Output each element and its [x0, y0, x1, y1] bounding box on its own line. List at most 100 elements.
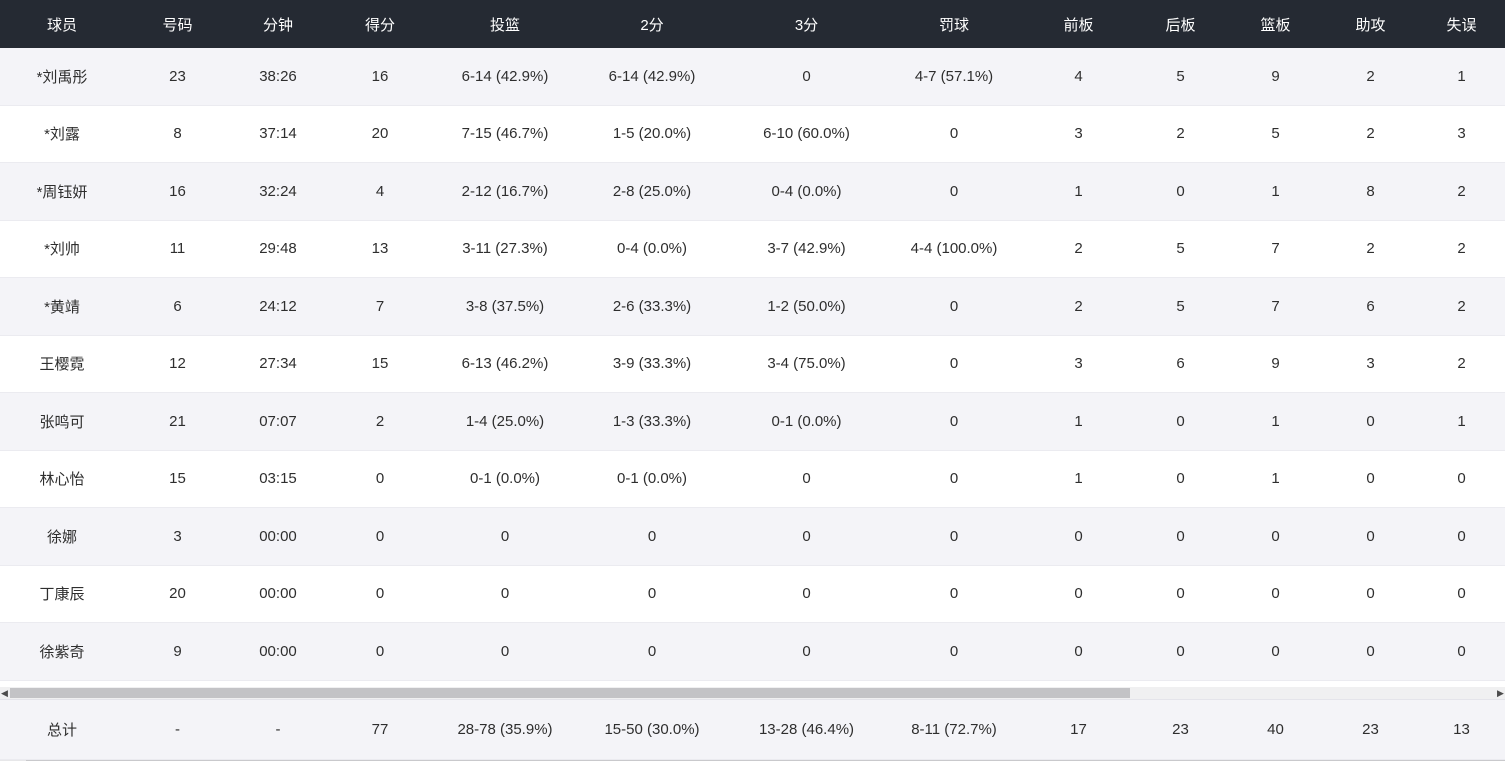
cell-three: 3-7 (42.9%) [729, 220, 884, 278]
cell-tov: 2 [1418, 277, 1505, 336]
cell-minutes: 24:12 [231, 277, 325, 336]
table-row: *刘帅 11 29:48 13 3-11 (27.3%) 0-4 (0.0%) 3-7 (4… [0, 220, 1505, 278]
cell-three: 1-2 (50.0%) [729, 277, 884, 336]
cell-three: 0-1 (0.0%) [729, 392, 884, 451]
cell-three: 0 [729, 507, 884, 566]
cell-fg: 0 [435, 507, 575, 566]
cell-tov: 0 [1418, 507, 1505, 566]
totals-table: 总计 - -77 28-78 (35.9%) 15-50 (30.0%) 13-28 (4… [0, 698, 1505, 760]
cell-oreb: 4 [1024, 48, 1133, 106]
cell-ft: 0 [884, 392, 1024, 451]
cell-fg: 0 [435, 565, 575, 623]
cell-tov: 2 [1418, 162, 1505, 221]
totals-cell-reb: 40 [1228, 698, 1323, 760]
table-row: *刘禹彤 23 38:26 16 6-14 (42.9%) 6-14 (42.9%) 0 4-… [0, 48, 1505, 106]
totals-cell-points: 77 [325, 698, 435, 760]
scroll-left-arrow-icon[interactable]: ◀ [1, 687, 8, 698]
cell-ft: 0 [884, 162, 1024, 221]
cell-fg: 7-15 (46.7%) [435, 105, 575, 163]
cell-reb: 0 [1228, 622, 1323, 681]
totals-cell-player: 总计 [0, 698, 124, 760]
cell-player: 王樱霓 [0, 335, 124, 393]
cell-oreb: 0 [1024, 507, 1133, 566]
cell-tov: 0 [1418, 565, 1505, 623]
totals-cell-number: - [124, 698, 231, 760]
cell-dreb: 5 [1133, 220, 1228, 278]
cell-three: 3-4 (75.0%) [729, 335, 884, 393]
table-header: 球员 号码 分钟 得分 投篮 2分 3分 罚球 前板 后板 篮板 助攻 失误 [0, 0, 1505, 48]
scrollbar-thumb[interactable] [10, 687, 1130, 698]
table-row: 张鸣可 21 07:07 2 1-4 (25.0%) 1-3 (33.3%) 0-1 (0.… [0, 392, 1505, 451]
totals-cell-ast: 23 [1323, 698, 1418, 760]
cell-number: 23 [124, 48, 231, 106]
cell-reb: 1 [1228, 450, 1323, 508]
totals-cell-dreb: 23 [1133, 698, 1228, 760]
column-header-reb: 篮板 [1228, 0, 1323, 48]
cell-points: 13 [325, 220, 435, 278]
cell-player: *黄靖 [0, 277, 124, 336]
cell-dreb: 0 [1133, 450, 1228, 508]
cell-ft: 0 [884, 565, 1024, 623]
cell-player: 徐娜 [0, 507, 124, 566]
cell-player: 丁康辰 [0, 565, 124, 623]
cell-two: 0-1 (0.0%) [575, 450, 729, 508]
cell-tov: 1 [1418, 392, 1505, 451]
cell-oreb: 1 [1024, 392, 1133, 451]
totals-row: 总计 - -77 28-78 (35.9%) 15-50 (30.0%) 13-28 (4… [0, 698, 1505, 760]
cell-minutes: 27:34 [231, 335, 325, 393]
cell-reb: 9 [1228, 48, 1323, 106]
cell-oreb: 3 [1024, 335, 1133, 393]
cell-minutes: 37:14 [231, 105, 325, 163]
page-bottom-scrollbar[interactable] [0, 759, 1505, 761]
cell-number: 8 [124, 105, 231, 163]
column-header-ast: 助攻 [1323, 0, 1418, 48]
cell-minutes: 03:15 [231, 450, 325, 508]
cell-oreb: 3 [1024, 105, 1133, 163]
cell-number: 21 [124, 392, 231, 451]
cell-number: 20 [124, 565, 231, 623]
cell-ft: 0 [884, 105, 1024, 163]
cell-two: 3-9 (33.3%) [575, 335, 729, 393]
cell-tov: 2 [1418, 220, 1505, 278]
cell-reb: 7 [1228, 220, 1323, 278]
cell-tov: 0 [1418, 622, 1505, 681]
horizontal-scrollbar[interactable]: ◀ ▶ [0, 686, 1505, 699]
cell-number: 6 [124, 277, 231, 336]
column-header-points: 得分 [325, 0, 435, 48]
cell-two: 0-4 (0.0%) [575, 220, 729, 278]
cell-minutes: 07:07 [231, 392, 325, 451]
cell-fg: 0-1 (0.0%) [435, 450, 575, 508]
cell-points: 0 [325, 622, 435, 681]
cell-ast: 0 [1323, 507, 1418, 566]
cell-three: 0 [729, 565, 884, 623]
cell-minutes: 29:48 [231, 220, 325, 278]
cell-tov: 2 [1418, 335, 1505, 393]
cell-fg: 0 [435, 622, 575, 681]
scroll-right-arrow-icon[interactable]: ▶ [1497, 687, 1504, 698]
cell-oreb: 2 [1024, 220, 1133, 278]
cell-points: 16 [325, 48, 435, 106]
cell-player: 林心怡 [0, 450, 124, 508]
table-row: 王樱霓 12 27:34 15 6-13 (46.2%) 3-9 (33.3%) 3-4 (… [0, 335, 1505, 393]
cell-ft: 4-4 (100.0%) [884, 220, 1024, 278]
column-header-minutes: 分钟 [231, 0, 325, 48]
table-row: 林心怡 15 03:15 0 0-1 (0.0%) 0-1 (0.0%) 0 0 1 0 1 0 0 [0, 450, 1505, 508]
cell-dreb: 2 [1133, 105, 1228, 163]
cell-two: 0 [575, 622, 729, 681]
cell-tov: 3 [1418, 105, 1505, 163]
header-row: 球员 号码 分钟 得分 投篮 2分 3分 罚球 前板 后板 篮板 助攻 失误 [0, 0, 1505, 48]
cell-two: 6-14 (42.9%) [575, 48, 729, 106]
column-header-oreb: 前板 [1024, 0, 1133, 48]
cell-player: *周钰妍 [0, 162, 124, 221]
column-header-ft: 罚球 [884, 0, 1024, 48]
cell-points: 0 [325, 450, 435, 508]
cell-two: 2-8 (25.0%) [575, 162, 729, 221]
cell-oreb: 2 [1024, 277, 1133, 336]
page-bottom-scrollbar-track [0, 759, 26, 761]
totals-cell-fg: 28-78 (35.9%) [435, 698, 575, 760]
table-row: *刘露 8 37:14 20 7-15 (46.7%) 1-5 (20.0%) 6-10 (… [0, 105, 1505, 163]
cell-ft: 0 [884, 507, 1024, 566]
column-header-tov: 失误 [1418, 0, 1505, 48]
cell-minutes: 00:00 [231, 507, 325, 566]
